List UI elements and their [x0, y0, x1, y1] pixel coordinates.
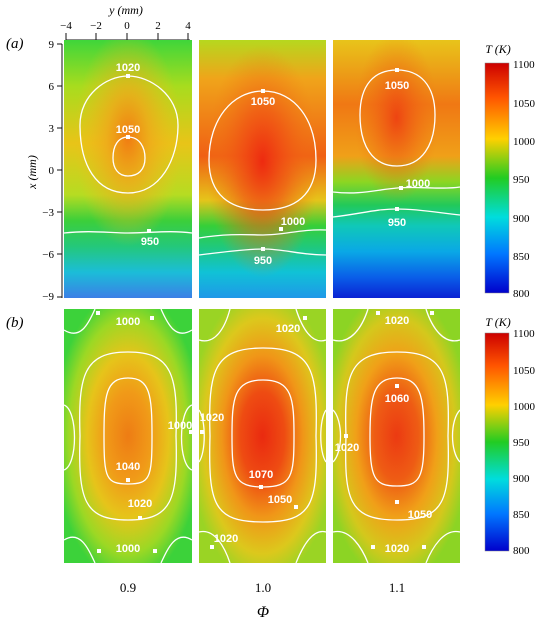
colorbar-a-tick: 850 — [513, 251, 530, 263]
contour-label: 950 — [141, 236, 159, 248]
colorbar-b-tick: 1000 — [513, 401, 536, 413]
heatmap-a-phi-1.1 — [332, 40, 461, 298]
top-x-axis-title: y (mm) — [108, 3, 143, 17]
panel-b-label: (b) — [6, 315, 24, 331]
heatmap-b-phi-0.9 — [63, 308, 193, 564]
contour-label: 1050 — [385, 80, 409, 92]
top-x-tick: −4 — [60, 20, 72, 32]
contour-label: 1050 — [116, 124, 140, 136]
contour-label: 1070 — [249, 469, 273, 481]
phi-value-label: 1.0 — [255, 580, 271, 595]
left-y-axis: x (mm) 9 6 3 0 −3 −6 −9 — [25, 39, 63, 303]
left-y-tick: −9 — [42, 291, 54, 303]
top-x-axis: y (mm) −4 −2 0 2 4 — [60, 3, 191, 41]
x-axis-title: Φ — [257, 604, 269, 621]
contour-label: 1050 — [251, 96, 275, 108]
left-y-tick: 0 — [49, 165, 55, 177]
left-y-axis-title: x (mm) — [25, 155, 39, 190]
colorbar-a-tick: 1000 — [513, 136, 536, 148]
contour-label: 1000 — [116, 316, 140, 328]
contour-label: 1020 — [200, 412, 224, 424]
phi-value-label: 0.9 — [120, 580, 136, 595]
heatmap-a-phi-1.0 — [198, 40, 327, 298]
contour-label: 1020 — [214, 533, 238, 545]
left-y-tick: 3 — [49, 123, 55, 135]
left-y-tick: 6 — [49, 81, 55, 93]
contour-label: 1000 — [116, 543, 140, 555]
colorbar-a: T (K) 1100 1050 1000 950 900 850 800 — [484, 42, 536, 300]
colorbar-a-tick: 900 — [513, 213, 530, 225]
top-x-tick: 2 — [155, 20, 161, 32]
colorbar-a-tick: 1100 — [513, 59, 535, 71]
heatmap-a-phi-0.9 — [63, 40, 193, 298]
contour-label: 950 — [388, 217, 406, 229]
contour-label: 1020 — [276, 323, 300, 335]
heatmap-b-phi-1.0 — [198, 308, 327, 564]
heatmap-b-phi-1.1 — [332, 308, 461, 564]
top-x-tick: −2 — [90, 20, 102, 32]
panel-a-label: (a) — [6, 36, 24, 52]
left-y-tick: 9 — [49, 39, 55, 51]
colorbar-a-title: T (K) — [485, 42, 510, 56]
contour-label: 1020 — [335, 442, 359, 454]
colorbar-b: T (K) 1100 1050 1000 950 900 850 800 — [484, 315, 536, 557]
contour-label: 1050 — [408, 509, 432, 521]
phi-value-label: 1.1 — [389, 580, 405, 595]
colorbar-b-tick: 900 — [513, 473, 530, 485]
colorbar-b-tick: 1100 — [513, 328, 535, 340]
colorbar-b-tick: 1050 — [513, 365, 536, 377]
contour-label: 1000 — [281, 216, 305, 228]
contour-label: 1020 — [385, 543, 409, 555]
colorbar-b-title: T (K) — [485, 315, 510, 329]
top-x-tick: 4 — [185, 20, 191, 32]
colorbar-a-tick: 800 — [513, 288, 530, 300]
contour-label: 1000 — [406, 178, 430, 190]
contour-label: 1020 — [128, 498, 152, 510]
contour-label: 1020 — [385, 315, 409, 327]
left-y-tick: −3 — [42, 207, 54, 219]
colorbar-b-tick: 800 — [513, 545, 530, 557]
colorbar-b-tick: 850 — [513, 509, 530, 521]
contour-label: 1050 — [268, 494, 292, 506]
colorbar-a-tick: 1050 — [513, 98, 536, 110]
left-y-tick: −6 — [42, 249, 54, 261]
contour-label: 950 — [254, 255, 272, 267]
colorbar-a-tick: 950 — [513, 174, 530, 186]
contour-label: 1020 — [116, 62, 140, 74]
contour-label: 1040 — [116, 461, 140, 473]
contour-label: 1060 — [385, 393, 409, 405]
contour-label: 1000 — [168, 420, 192, 432]
colorbar-b-tick: 950 — [513, 437, 530, 449]
top-x-tick: 0 — [124, 20, 130, 32]
